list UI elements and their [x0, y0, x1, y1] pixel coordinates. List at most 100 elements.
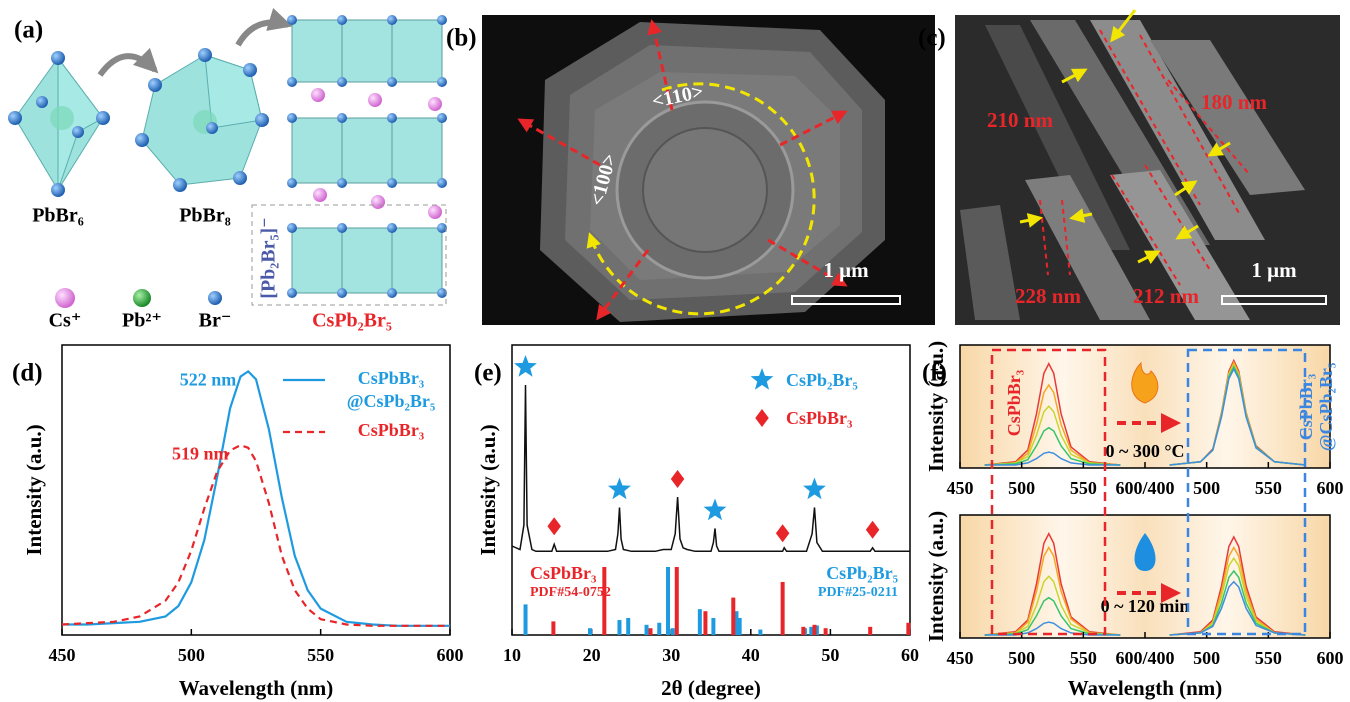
peak-marker	[514, 355, 537, 377]
x-tick-label: 600	[1317, 478, 1344, 498]
x-axis-label: Wavelength (nm)	[1068, 676, 1223, 700]
br-atom	[233, 171, 247, 185]
x-tick-label: 60	[901, 645, 919, 665]
y-axis-label: Intensity (a.u.)	[924, 511, 948, 642]
unit-label: PbBr₆	[32, 205, 84, 227]
peak-marker	[671, 470, 685, 488]
reference-line	[698, 609, 702, 635]
reference-line	[868, 627, 872, 635]
reference-line	[824, 628, 828, 635]
y-axis-label: Intensity (a.u.)	[22, 424, 46, 555]
br-atom	[51, 183, 65, 197]
x-tick-label: 600/400	[1115, 648, 1174, 668]
x-tick-label: 30	[662, 645, 680, 665]
br-atom	[287, 77, 297, 87]
layer-label: [Pb₂Br₅]⁻	[258, 217, 280, 298]
br-atom	[287, 113, 297, 123]
legend-label: CsPbBr₃@CsPb₂Br₅	[347, 368, 436, 411]
structure-illustration	[8, 15, 447, 308]
y-axis-label: Intensity (a.u.)	[924, 341, 948, 472]
x-tick-label: 450	[947, 478, 974, 498]
br-atom	[173, 178, 187, 192]
width-label: 180 nm	[1201, 90, 1267, 114]
br-atom	[337, 178, 347, 188]
reference-line	[666, 567, 670, 635]
br-atom	[437, 15, 447, 25]
reference-line	[675, 567, 679, 635]
condition-label: 0 ~ 120 min	[1101, 596, 1190, 616]
ion-label: Br⁻	[199, 310, 232, 332]
reference-line	[588, 628, 592, 635]
br-atom	[135, 133, 149, 147]
x-tick-label: 500	[1193, 648, 1220, 668]
legend-pb	[133, 289, 151, 307]
reference-line	[711, 618, 715, 635]
width-label: 212 nm	[1133, 284, 1199, 308]
cs-atom	[371, 195, 385, 209]
x-tick-label: 20	[583, 645, 601, 665]
br-atom	[8, 111, 22, 125]
figure: (a) PbBr₆ PbBr₈ Cs⁺ Pb²⁺ Br⁻ [Pb₂Br₅]⁻ C…	[0, 0, 1350, 702]
cs-atom	[428, 205, 442, 219]
reference-label: CsPbBr₃	[530, 563, 597, 583]
reference-line	[626, 618, 630, 635]
x-tick-label: 550	[1255, 478, 1282, 498]
panel-label: (b)	[446, 25, 477, 52]
cs-atom	[428, 97, 442, 111]
panel-label: (e)	[474, 360, 502, 387]
br-atom	[387, 223, 397, 233]
panel-label: (c)	[918, 25, 946, 52]
cs-atom	[313, 188, 327, 202]
reference-line	[812, 625, 816, 635]
br-atom	[287, 223, 297, 233]
peak-marker	[803, 478, 826, 500]
x-tick-label: 500	[1008, 648, 1035, 668]
scale-label: 1 μm	[1251, 258, 1297, 282]
unit-label: PbBr₈	[179, 205, 231, 227]
br-atom	[287, 288, 297, 298]
x-tick-label: 10	[503, 645, 521, 665]
reference-line	[602, 567, 606, 635]
br-atom	[287, 15, 297, 25]
x-axis-label: Wavelength (nm)	[179, 676, 334, 700]
br-atom	[387, 113, 397, 123]
br-atom	[243, 63, 257, 77]
panel-label: (a)	[14, 17, 43, 44]
reference-line	[703, 611, 707, 635]
condition-label: 0 ~ 300 °C	[1105, 441, 1184, 461]
br-atom	[437, 113, 447, 123]
x-tick-label: 500	[178, 645, 205, 665]
br-atom	[437, 77, 447, 87]
reference-line	[671, 628, 675, 635]
x-tick-label: 40	[742, 645, 760, 665]
br-atom	[437, 178, 447, 188]
reference-card: PDF#54-0752	[530, 585, 611, 600]
cs-atom	[368, 93, 382, 107]
peak-marker	[704, 499, 727, 521]
br-atom	[72, 126, 84, 138]
cs-atom	[311, 88, 325, 102]
x-tick-label: 550	[1070, 478, 1097, 498]
y-axis-label: Intensity (a.u.)	[476, 424, 500, 555]
x-tick-label: 600	[1317, 648, 1344, 668]
layer	[292, 20, 442, 82]
legend-label: CsPb₂Br₅	[786, 370, 858, 390]
layer	[292, 228, 442, 293]
product-label: CsPb₂Br₅	[312, 310, 392, 332]
x-axis-label: 2θ (degree)	[661, 676, 761, 700]
ion-label: Cs⁺	[49, 310, 82, 332]
br-atom	[387, 288, 397, 298]
br-atom	[206, 122, 218, 134]
reference-line	[657, 623, 661, 635]
reference-line	[781, 582, 785, 635]
reference-line	[551, 621, 555, 635]
group-label: CsPbBr₃@CsPb₂Br₅	[1296, 363, 1336, 452]
peak-label: 519 nm	[172, 443, 229, 463]
reference-label: CsPb₂Br₅	[826, 563, 898, 583]
peak-marker	[776, 524, 790, 542]
group-label: CsPbBr₃	[1004, 369, 1024, 436]
layer	[292, 118, 442, 183]
peak-marker	[547, 517, 561, 535]
peak-marker	[866, 521, 880, 539]
crystal-core	[643, 128, 767, 252]
